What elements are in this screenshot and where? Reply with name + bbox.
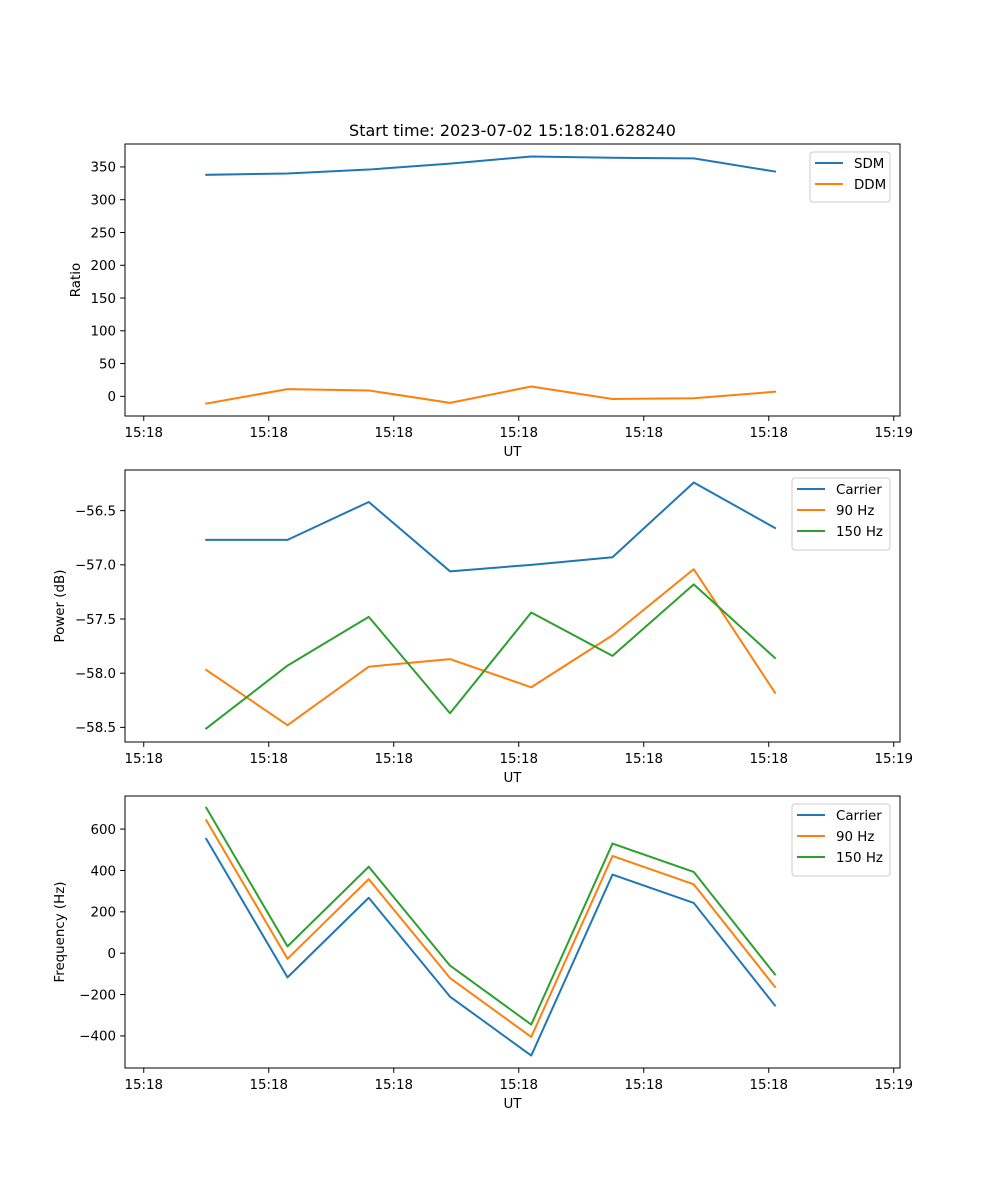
y-tick-label: 50 — [99, 357, 116, 372]
panels: 15:18 15:18 15:18 15:18 15:18 15:18 15:19 0 50 10… — [53, 143, 913, 1112]
series-line-90-hz — [204, 818, 777, 1038]
x-tick-label: 15:18 — [249, 426, 288, 441]
series-line-150-hz — [204, 806, 777, 1026]
y-axis-label: Power (dB) — [53, 570, 68, 643]
x-tick-label: 15:18 — [624, 426, 663, 441]
x-tick-label: 15:18 — [124, 1078, 163, 1093]
series-line-90-hz — [204, 568, 777, 727]
y-tick-label: −56.5 — [75, 504, 116, 519]
x-tick-label: 15:18 — [374, 1078, 413, 1093]
y-tick-label: 100 — [90, 325, 116, 340]
y-tick-label: 400 — [90, 864, 116, 879]
y-tick-label: 0 — [107, 390, 116, 405]
x-tick-label: 15:18 — [124, 752, 163, 767]
x-tick-label: 15:18 — [624, 1078, 663, 1093]
legend-label: Carrier — [836, 809, 882, 824]
x-tick-label: 15:19 — [874, 426, 913, 441]
x-tick-label: 15:18 — [249, 752, 288, 767]
legend: Carrier 90 Hz 150 Hz — [791, 477, 891, 551]
y-tick-label: 150 — [90, 292, 116, 307]
x-axis-label: UT — [504, 771, 523, 786]
series-line-ddm — [205, 385, 777, 405]
x-tick-label: 15:18 — [624, 752, 663, 767]
x-tick-label: 15:18 — [749, 752, 788, 767]
x-tick-label: 15:18 — [499, 1078, 538, 1093]
y-tick-label: −200 — [79, 988, 116, 1003]
x-tick-label: 15:18 — [124, 426, 163, 441]
y-tick-label: 300 — [90, 194, 116, 209]
x-tick-label: 15:18 — [374, 752, 413, 767]
x-axis-label: UT — [504, 1097, 523, 1112]
legend-box — [809, 151, 891, 203]
x-tick-label: 15:18 — [374, 426, 413, 441]
y-tick-label: −400 — [79, 1030, 116, 1045]
y-tick-label: 350 — [90, 161, 116, 176]
legend-label: 150 Hz — [836, 525, 883, 540]
legend: Carrier 90 Hz 150 Hz — [791, 803, 891, 877]
y-tick-label: −58.0 — [75, 667, 116, 682]
chart-panel-1: 15:18 15:18 15:18 15:18 15:18 15:18 15:19 0 50 10… — [69, 143, 913, 460]
x-tick-label: 15:18 — [749, 426, 788, 441]
legend-label: DDM — [854, 178, 886, 193]
y-tick-label: 250 — [90, 226, 116, 241]
series-line-carrier — [205, 481, 777, 573]
y-tick-label: −58.5 — [75, 721, 116, 736]
y-tick-label: −57.0 — [75, 559, 116, 574]
x-tick-label: 15:18 — [499, 752, 538, 767]
series-line-150-hz — [204, 583, 777, 730]
chart-panel-2: 15:18 15:18 15:18 15:18 15:18 15:18 15:19 −58.5… — [53, 469, 913, 786]
y-tick-label: 200 — [90, 259, 116, 274]
axes-frame — [124, 795, 901, 1069]
y-tick-label: −57.5 — [75, 613, 116, 628]
legend-label: 90 Hz — [836, 830, 874, 845]
axes-frame — [124, 469, 901, 743]
x-tick-label: 15:18 — [749, 1078, 788, 1093]
series-line-sdm — [205, 155, 777, 176]
x-axis-label: UT — [504, 445, 523, 460]
legend-label: SDM — [854, 157, 884, 172]
x-tick-label: 15:18 — [249, 1078, 288, 1093]
series-line-carrier — [204, 837, 777, 1057]
y-tick-label: 200 — [90, 906, 116, 921]
axes-frame — [124, 143, 901, 417]
figure-title: Start time: 2023-07-02 15:18:01.628240 — [349, 121, 676, 140]
chart-panel-3: 15:18 15:18 15:18 15:18 15:18 15:18 15:19 −400 −… — [53, 795, 913, 1112]
y-tick-label: 0 — [107, 947, 116, 962]
legend: SDM DDM — [809, 151, 891, 203]
y-tick-label: 600 — [90, 823, 116, 838]
y-axis-label: Ratio — [69, 263, 84, 297]
legend-label: Carrier — [836, 483, 882, 498]
x-tick-label: 15:19 — [874, 752, 913, 767]
legend-label: 90 Hz — [836, 504, 874, 519]
legend-label: 150 Hz — [836, 851, 883, 866]
y-axis-label: Frequency (Hz) — [53, 882, 68, 983]
x-tick-label: 15:18 — [499, 426, 538, 441]
x-tick-label: 15:19 — [874, 1078, 913, 1093]
